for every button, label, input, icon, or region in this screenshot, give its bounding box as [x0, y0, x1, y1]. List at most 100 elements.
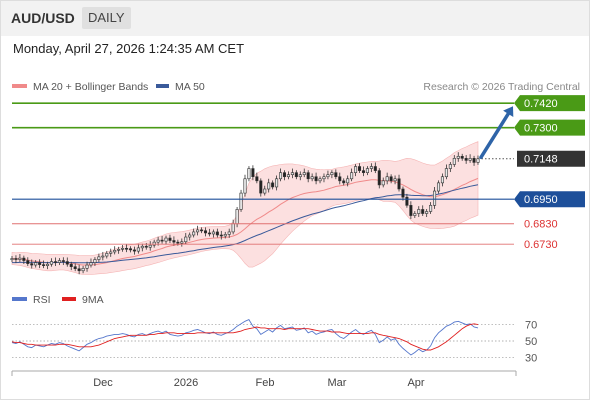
forecast-arrow-head: [503, 106, 514, 118]
candle: [271, 180, 275, 190]
candle: [354, 164, 358, 177]
candle: [326, 170, 330, 180]
candle-body: [369, 166, 373, 169]
candle: [251, 165, 255, 181]
candle: [440, 173, 444, 187]
rsi-legend: RSI 9MA: [12, 294, 104, 306]
candle-body: [192, 231, 196, 236]
candle-body: [468, 158, 472, 161]
candle: [456, 152, 460, 162]
candle: [417, 206, 421, 218]
candle-body: [215, 231, 219, 236]
rsi-legend-label: RSI: [33, 294, 51, 306]
candle: [334, 169, 338, 180]
candle-body: [140, 245, 144, 249]
candle-body: [203, 230, 208, 234]
candle-body: [310, 176, 314, 180]
candle: [452, 155, 456, 167]
candle: [286, 171, 290, 180]
candle-body: [14, 258, 18, 260]
candle-body: [338, 176, 342, 182]
candle-body: [101, 255, 105, 258]
candle-body: [389, 176, 393, 182]
candle-body: [77, 268, 81, 272]
candle: [77, 264, 81, 275]
candle: [365, 166, 369, 176]
levels: 0.7420 0.7300 0.7148 0.6950 0.6830 0.6730: [12, 95, 585, 251]
rsi-legend-swatch: [12, 297, 27, 301]
candle: [361, 166, 365, 177]
candle: [85, 261, 89, 272]
candle-body: [275, 178, 279, 188]
candle: [73, 263, 77, 272]
candle-body: [49, 261, 54, 265]
rsi-ma9-line: [11, 323, 479, 351]
level-label-0-6730: 0.6730: [524, 239, 558, 251]
candle-body: [211, 231, 215, 235]
candle-body: [365, 168, 369, 173]
candle: [101, 251, 105, 261]
candle: [342, 178, 346, 186]
candle: [89, 258, 93, 268]
x-tick-label: Mar: [328, 377, 347, 389]
copyright-label: Research © 2026 Trading Central: [423, 81, 580, 93]
candle-body: [231, 223, 235, 233]
candle: [81, 265, 85, 274]
candle-body: [354, 166, 358, 173]
candle-body: [18, 257, 22, 260]
candle-body: [322, 176, 326, 180]
candle-body: [121, 247, 125, 250]
candle-body: [152, 241, 156, 246]
candle-body: [377, 170, 381, 186]
candle: [121, 245, 125, 252]
candle: [57, 258, 61, 266]
candle: [448, 162, 452, 173]
rsi-plot: 70 50 30: [11, 319, 537, 364]
candle: [30, 259, 34, 269]
candle: [65, 257, 69, 267]
candle: [148, 241, 152, 251]
candle-body: [409, 205, 413, 216]
candle: [69, 261, 73, 271]
candle: [247, 166, 251, 182]
candle: [243, 174, 247, 197]
candle: [97, 253, 101, 262]
candle-body: [65, 261, 69, 265]
candle-body: [286, 174, 290, 178]
rsi-tick-30: 30: [525, 352, 537, 364]
candle-body: [196, 229, 200, 233]
candle-body: [282, 172, 287, 178]
candle: [393, 175, 397, 185]
candle: [369, 163, 373, 173]
candle-body: [42, 264, 46, 266]
candle-body: [444, 168, 448, 178]
candle-body: [128, 248, 132, 251]
candle: [468, 154, 472, 163]
candle: [140, 243, 144, 252]
candle-body: [144, 245, 148, 248]
candle: [397, 174, 401, 192]
ma50-legend-label: MA 50: [175, 81, 205, 93]
candle: [18, 253, 22, 262]
candle: [136, 243, 140, 254]
level-label-0-7420: 0.7420: [524, 98, 558, 110]
candle: [302, 168, 306, 178]
timeframe-button[interactable]: DAILY: [82, 7, 131, 29]
candle: [125, 244, 129, 253]
current-price-label: 0.7148: [524, 154, 558, 166]
candle: [436, 180, 441, 194]
candle-body: [306, 172, 310, 180]
candle-body: [188, 234, 192, 238]
candle-body: [456, 155, 460, 159]
level-tag-0-7420: [514, 95, 585, 112]
candle: [310, 173, 314, 182]
candle-body: [440, 176, 444, 184]
candle-body: [294, 172, 298, 178]
candle: [330, 170, 334, 179]
bollinger-band: [11, 141, 479, 275]
candle: [34, 260, 38, 268]
candle: [429, 202, 433, 214]
candle-body: [452, 158, 456, 165]
candle: [192, 228, 196, 238]
candle-body: [433, 190, 437, 206]
